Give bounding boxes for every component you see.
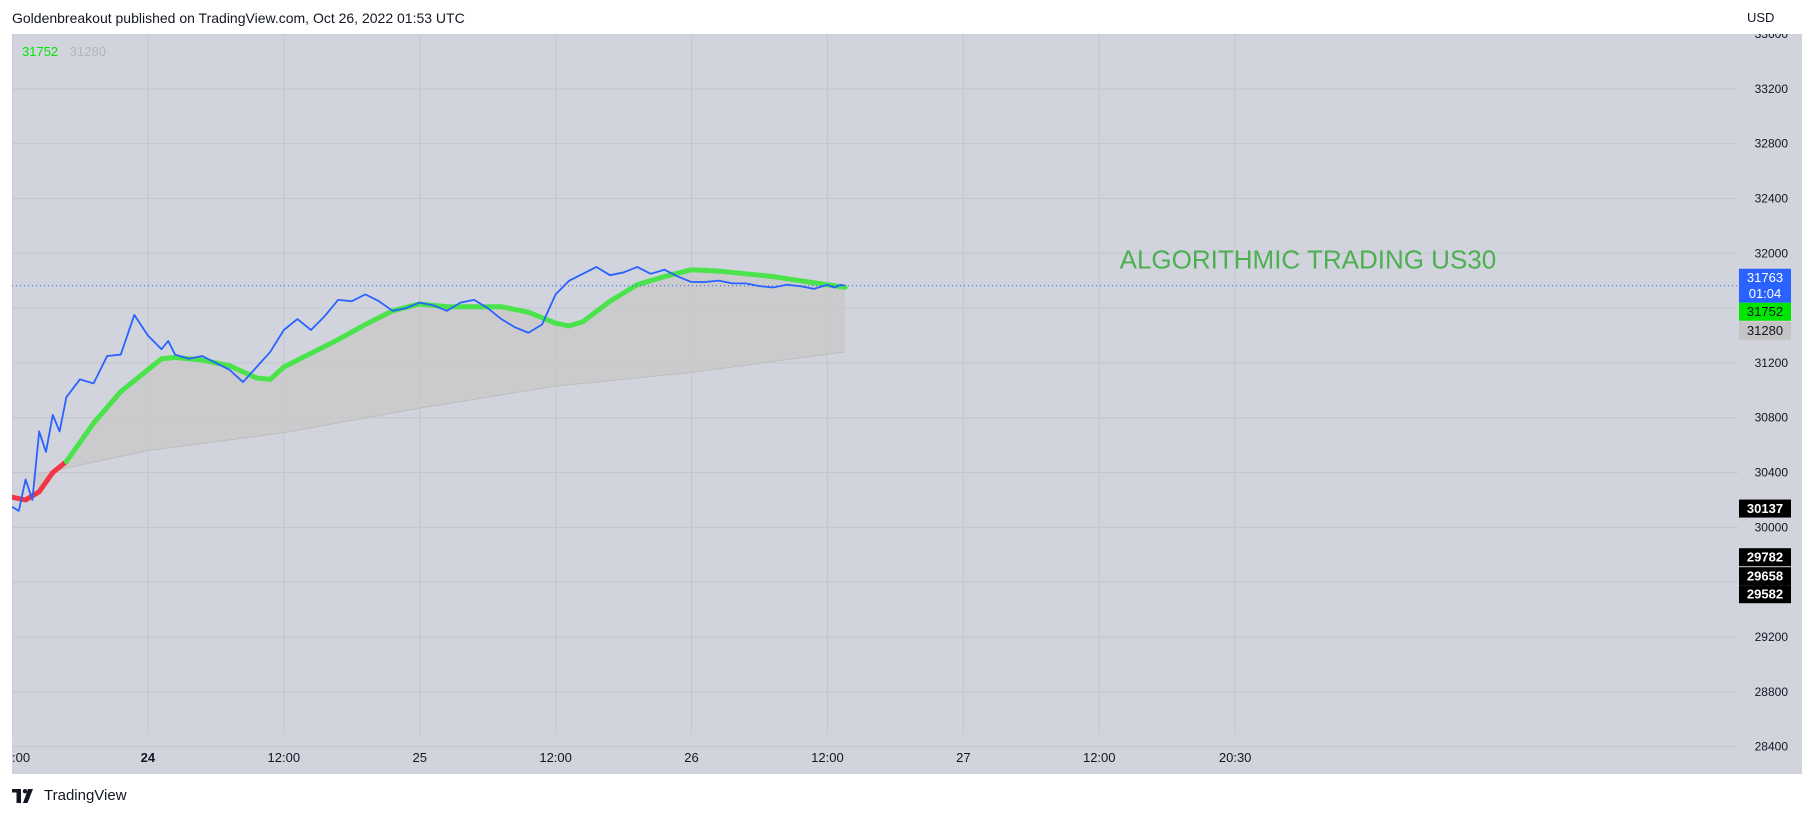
y-tick-label: 32000 — [1755, 246, 1789, 260]
y-tick-label: 33200 — [1755, 82, 1789, 96]
price-tag-bg — [1739, 585, 1791, 604]
tradingview-logo-icon — [12, 788, 33, 803]
x-tick-label: 12:00 — [268, 750, 301, 765]
y-tick-label: 28800 — [1755, 685, 1789, 699]
price-tag-bg — [1739, 567, 1791, 586]
tradingview-footer[interactable]: TradingView — [12, 787, 127, 804]
currency-label[interactable]: USD — [1747, 10, 1775, 25]
price-axis[interactable]: 3360033200328003240032000316003120030800… — [1738, 34, 1802, 774]
price-tag-label: 31280 — [1747, 323, 1783, 338]
price-tag-label: 30137 — [1747, 501, 1783, 516]
price-tag-label: 31763 — [1747, 270, 1783, 285]
y-tick-label: 30000 — [1755, 520, 1789, 534]
footer-brand: TradingView — [44, 787, 127, 804]
price-series-line — [12, 266, 846, 512]
chart-plot[interactable]: :00 24 12:00 25 12:00 26 12:00 27 12:00 20:30 ALGO… — [12, 34, 1738, 774]
price-tag-bg — [1739, 268, 1791, 287]
price-tag-bg — [1739, 302, 1791, 321]
y-tick-label: 32400 — [1755, 191, 1789, 205]
x-tick-label: 24 — [141, 750, 156, 765]
price-tag-label: 31752 — [1747, 304, 1783, 319]
x-tick-label: 12:00 — [1083, 750, 1116, 765]
y-tick-label: 30400 — [1755, 466, 1789, 480]
y-tick-label: 31200 — [1755, 356, 1789, 370]
x-tick-label: :00 — [12, 750, 30, 765]
publish-header: Goldenbreakout published on TradingView.… — [12, 10, 465, 26]
indicator-band-fill — [32, 269, 846, 492]
indicator-legend: 31752 31280 — [22, 44, 114, 59]
x-tick-label: 20:30 — [1219, 750, 1252, 765]
x-tick-label: 26 — [684, 750, 698, 765]
price-tag-label: 29582 — [1747, 587, 1783, 602]
y-tick-label: 33600 — [1755, 34, 1789, 41]
y-tick-label: 28400 — [1755, 740, 1789, 754]
chart-frame[interactable]: :00 24 12:00 25 12:00 26 12:00 27 12:00 20:30 ALGO… — [12, 34, 1802, 774]
legend-value-green: 31752 — [22, 44, 59, 59]
y-tick-label: 30800 — [1755, 411, 1789, 425]
y-tick-label: 32800 — [1755, 137, 1789, 151]
price-tag-bg — [1739, 284, 1791, 303]
price-tag-bg — [1739, 321, 1791, 340]
x-tick-label: 27 — [956, 750, 970, 765]
y-tick-label: 29200 — [1755, 630, 1789, 644]
price-tag-bg — [1739, 499, 1791, 518]
x-tick-label: 25 — [412, 750, 426, 765]
price-tag-label: 01:04 — [1749, 286, 1782, 301]
x-tick-label: 12:00 — [539, 750, 572, 765]
annotation-text: ALGORITHMIC TRADING US30 — [1120, 244, 1497, 274]
price-tag-label: 29782 — [1747, 550, 1783, 565]
legend-value-gray: 31280 — [69, 44, 106, 59]
price-tag-label: 29658 — [1747, 569, 1783, 584]
price-tag-bg — [1739, 548, 1791, 567]
slow-ma-line — [32, 351, 846, 476]
x-tick-label: 12:00 — [811, 750, 844, 765]
